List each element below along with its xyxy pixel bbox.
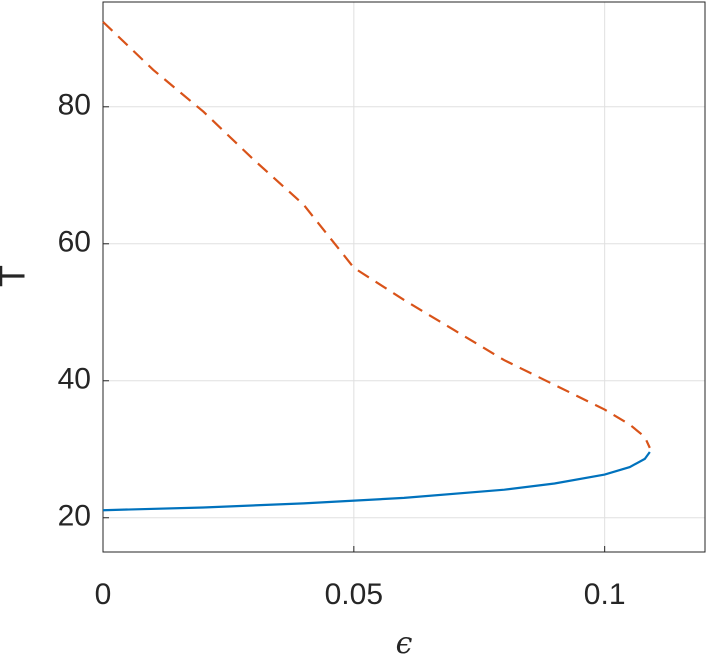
x-tick-label: 0.1 [584,578,626,611]
y-tick-label: 60 [58,226,91,259]
x-tick-label: 0 [95,578,112,611]
y-axis-label: T [0,265,33,287]
series-line [102,21,651,449]
y-tick-label: 80 [58,89,91,122]
x-axis-label: ϵ [396,626,413,659]
y-tick-label: 40 [58,363,91,396]
plot-frame [102,1,706,553]
x-tick-label: 0.05 [325,578,383,611]
y-tick-label: 20 [58,500,91,533]
series-line [102,451,651,512]
